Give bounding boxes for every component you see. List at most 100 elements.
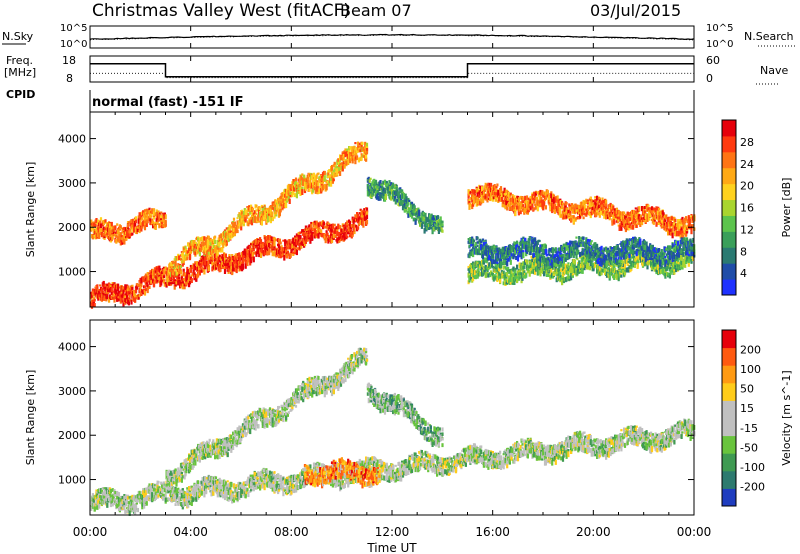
power-cell bbox=[585, 258, 588, 264]
power-cell bbox=[107, 288, 110, 294]
power-cell bbox=[619, 216, 622, 223]
power-cell bbox=[378, 191, 381, 197]
power-cell bbox=[424, 212, 427, 218]
power-cell bbox=[220, 235, 223, 240]
power-data bbox=[90, 141, 696, 309]
power-cell bbox=[115, 235, 118, 238]
power-cell bbox=[149, 218, 152, 222]
power-cell bbox=[573, 259, 576, 264]
power-cell bbox=[495, 185, 498, 189]
freq-series bbox=[90, 63, 694, 79]
power-cell bbox=[576, 209, 579, 212]
power-cell bbox=[106, 293, 109, 300]
power-cell bbox=[626, 211, 629, 216]
power-cell bbox=[644, 219, 647, 223]
power-cell bbox=[251, 207, 254, 211]
power-cell bbox=[359, 149, 362, 153]
power-cell bbox=[382, 189, 385, 196]
power-cell bbox=[627, 217, 630, 220]
power-cell bbox=[208, 255, 211, 261]
power-cell bbox=[376, 188, 379, 191]
power-cell bbox=[216, 249, 219, 256]
power-cell bbox=[222, 266, 225, 270]
power-cell bbox=[127, 300, 130, 306]
power-cell bbox=[183, 283, 186, 290]
power-cell bbox=[145, 282, 148, 285]
power-cell bbox=[218, 238, 221, 244]
power-cell bbox=[518, 207, 521, 211]
power-cell bbox=[116, 298, 119, 302]
power-cell bbox=[521, 276, 524, 281]
power-cell bbox=[200, 268, 203, 273]
power-cell bbox=[230, 260, 233, 266]
power-cell bbox=[158, 272, 161, 275]
power-cell bbox=[519, 275, 522, 278]
power-cell bbox=[533, 199, 536, 204]
power-cell bbox=[519, 195, 522, 200]
cpid-value: normal (fast) -151 IF bbox=[92, 95, 243, 110]
power-cell bbox=[180, 276, 183, 280]
power-cell bbox=[337, 223, 340, 229]
power-cell bbox=[147, 216, 150, 221]
power-cell bbox=[605, 204, 608, 210]
power-cell bbox=[356, 226, 360, 229]
power-cell bbox=[533, 191, 536, 194]
nave-right-tick-bottom: 0 bbox=[706, 72, 713, 85]
power-cell bbox=[115, 289, 118, 296]
power-cell bbox=[110, 292, 113, 295]
power-cell bbox=[588, 201, 591, 208]
power-cell bbox=[540, 271, 543, 274]
power-cell bbox=[562, 213, 565, 220]
power-cell bbox=[511, 281, 514, 285]
power-cell bbox=[258, 251, 261, 258]
power-cell bbox=[321, 178, 324, 182]
power-cell bbox=[160, 280, 163, 286]
power-cell bbox=[252, 256, 255, 263]
power-cell bbox=[371, 181, 374, 186]
power-cell bbox=[551, 197, 554, 203]
power-cell bbox=[559, 198, 562, 201]
power-cell bbox=[330, 181, 333, 187]
power-cell bbox=[267, 216, 270, 223]
power-cell bbox=[418, 214, 421, 219]
power-cell bbox=[389, 194, 392, 198]
power-cell bbox=[690, 228, 693, 235]
power-cell bbox=[280, 199, 283, 203]
power-cell bbox=[143, 285, 147, 288]
power-cell bbox=[679, 229, 682, 235]
power-cell bbox=[640, 214, 643, 217]
power-cell bbox=[689, 226, 692, 230]
power-cell bbox=[219, 257, 222, 260]
power-cell bbox=[376, 192, 379, 196]
power-cell bbox=[611, 220, 614, 226]
power-cell bbox=[135, 230, 138, 235]
power-cell bbox=[349, 225, 352, 232]
nave-right-label: Nave bbox=[760, 64, 788, 77]
power-cell bbox=[554, 198, 557, 203]
power-cell bbox=[125, 227, 128, 233]
power-cell bbox=[420, 223, 423, 229]
power-cell bbox=[226, 230, 229, 236]
power-cell bbox=[557, 199, 560, 204]
power-cell bbox=[127, 221, 130, 224]
power-cell bbox=[130, 220, 133, 224]
power-cell bbox=[338, 232, 341, 238]
power-cell bbox=[171, 260, 174, 265]
power-cell bbox=[187, 269, 190, 275]
power-cell bbox=[244, 259, 247, 265]
power-cell bbox=[188, 247, 191, 254]
power-cell bbox=[478, 193, 481, 199]
power-cell bbox=[121, 293, 124, 298]
power-cell bbox=[378, 187, 381, 192]
power-cell bbox=[601, 197, 604, 202]
power-cell bbox=[262, 217, 265, 220]
power-cell bbox=[156, 221, 159, 225]
power-cell bbox=[539, 261, 542, 268]
power-cell bbox=[269, 244, 272, 248]
power-cell bbox=[250, 258, 253, 264]
power-cell bbox=[297, 235, 300, 238]
power-cell bbox=[586, 209, 589, 215]
power-cell bbox=[102, 226, 105, 233]
power-cell bbox=[589, 196, 592, 200]
power-cell bbox=[334, 235, 337, 238]
